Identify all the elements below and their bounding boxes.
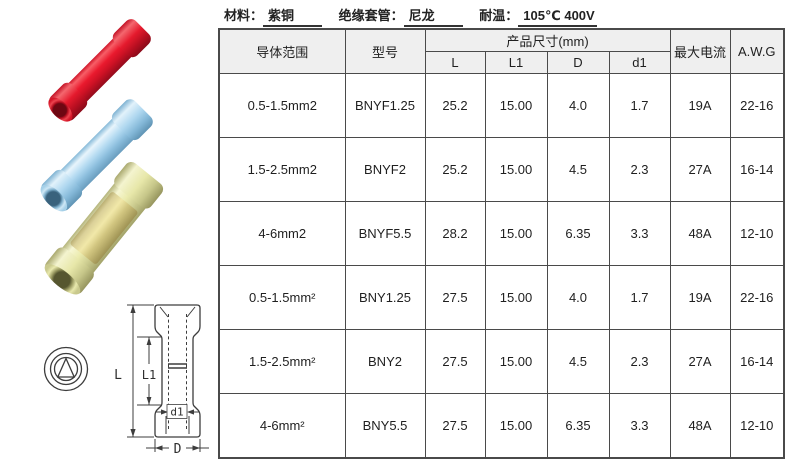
end-view-outer-circle	[43, 346, 89, 392]
table-cell: BNY5.5	[344, 393, 426, 459]
table-cell: 3.3	[608, 201, 671, 266]
end-view-middle-circle	[49, 352, 83, 386]
header-dim-d1: d1	[608, 51, 671, 74]
table-cell: 25.2	[424, 73, 486, 138]
table-cell: 0.5-1.5mm²	[218, 265, 346, 330]
material-value: 紫铜	[263, 5, 323, 27]
table-cell: 2.3	[608, 137, 671, 202]
table-cell: 15.00	[484, 265, 548, 330]
spec-header-line: 材料： 紫铜 绝缘套管： 尼龙 耐温： 105℃ 400V	[224, 5, 610, 27]
table-cell: 4.0	[546, 265, 610, 330]
dim-label-L: L	[114, 368, 122, 383]
table-cell: 16-14	[729, 137, 785, 202]
table-cell: 4-6mm²	[218, 393, 346, 459]
table-cell: 27.5	[424, 329, 486, 394]
table-cell: BNYF2	[344, 137, 426, 202]
sleeve-label: 绝缘套管：	[338, 8, 404, 23]
table-cell: 22-16	[729, 265, 785, 330]
table-cell: 15.00	[484, 393, 548, 459]
table-cell: 27.5	[424, 265, 486, 330]
header-dim-L: L	[424, 51, 486, 74]
dim-label-D: D	[174, 442, 182, 457]
table-cell: BNY1.25	[344, 265, 426, 330]
table-row: 1.5-2.5mm2 BNYF2 25.2 15.00 4.5 2.3 27A 16-14	[218, 137, 785, 202]
table-cell: 4.5	[546, 329, 610, 394]
header-conductor-range: 导体范围	[218, 28, 346, 74]
header-dim-L1: L1	[484, 51, 548, 74]
table-cell: 25.2	[424, 137, 486, 202]
table-cell: 48A	[669, 201, 731, 266]
table-cell: BNY2	[344, 329, 426, 394]
table-cell: 27.5	[424, 393, 486, 459]
table-row: 4-6mm2 BNYF5.5 28.2 15.00 6.35 3.3 48A 12-10	[218, 201, 785, 266]
header-dim-D: D	[546, 51, 610, 74]
table-row: 4-6mm² BNY5.5 27.5 15.00 6.35 3.3 48A 12-10	[218, 393, 785, 459]
table-cell: 28.2	[424, 201, 486, 266]
dim-label-L1: L1	[142, 368, 156, 382]
side-view-outline	[154, 304, 201, 438]
table-cell: 19A	[669, 73, 731, 138]
table-cell: 2.3	[608, 329, 671, 394]
material-spec: 材料： 紫铜	[224, 8, 323, 27]
table-cell: 1.5-2.5mm²	[218, 329, 346, 394]
table-cell: 15.00	[484, 73, 548, 138]
table-cell: BNYF1.25	[344, 73, 426, 138]
table-cell: 0.5-1.5mm2	[218, 73, 346, 138]
table-cell: 15.00	[484, 329, 548, 394]
temperature-label: 耐温：	[479, 8, 519, 23]
dim-label-d1: d1	[170, 406, 183, 419]
table-cell: 15.00	[484, 137, 548, 202]
dimension-diagram: L L1 d1 D	[43, 304, 209, 457]
temperature-spec: 耐温： 105℃ 400V	[479, 8, 598, 27]
end-view-wire-symbol	[56, 356, 76, 378]
table-cell: 4.0	[546, 73, 610, 138]
table-cell: 6.35	[546, 393, 610, 459]
table-row: 0.5-1.5mm2 BNYF1.25 25.2 15.00 4.0 1.7 19A 22-1…	[218, 73, 785, 138]
header-product-size: 产品尺寸(mm)	[424, 28, 671, 52]
table-cell: 4-6mm2	[218, 201, 346, 266]
sleeve-value: 尼龙	[403, 5, 463, 27]
table-cell: 3.3	[608, 393, 671, 459]
spec-table: 导体范围 型号 产品尺寸(mm) 最大电流 A.W.G L L1 D d1 0.…	[218, 28, 786, 459]
table-row: 0.5-1.5mm² BNY1.25 27.5 15.00 4.0 1.7 19A 22-16	[218, 265, 785, 330]
material-label: 材料：	[224, 8, 264, 23]
table-cell: 12-10	[729, 201, 785, 266]
table-cell: 4.5	[546, 137, 610, 202]
table-cell: 27A	[669, 329, 731, 394]
table-cell: 6.35	[546, 201, 610, 266]
sleeve-spec: 绝缘套管： 尼龙	[338, 8, 463, 27]
header-max-current: 最大电流	[669, 28, 731, 74]
table-cell: 19A	[669, 265, 731, 330]
header-awg: A.W.G	[729, 28, 785, 74]
table-cell: 1.5-2.5mm2	[218, 137, 346, 202]
spec-table-header: 导体范围 型号 产品尺寸(mm) 最大电流 A.W.G L L1 D d1	[218, 28, 785, 74]
table-cell: 15.00	[484, 201, 548, 266]
table-cell: 12-10	[729, 393, 785, 459]
header-model: 型号	[344, 28, 426, 74]
table-cell: 16-14	[729, 329, 785, 394]
table-cell: 48A	[669, 393, 731, 459]
table-cell: 1.7	[608, 265, 671, 330]
spec-table-body: 0.5-1.5mm2 BNYF1.25 25.2 15.00 4.0 1.7 19A 22-1…	[218, 73, 785, 459]
table-cell: BNYF5.5	[344, 201, 426, 266]
table-cell: 27A	[669, 137, 731, 202]
table-cell: 1.7	[608, 73, 671, 138]
temperature-value: 105℃ 400V	[518, 8, 598, 27]
table-row: 1.5-2.5mm² BNY2 27.5 15.00 4.5 2.3 27A 16-14	[218, 329, 785, 394]
table-cell: 22-16	[729, 73, 785, 138]
